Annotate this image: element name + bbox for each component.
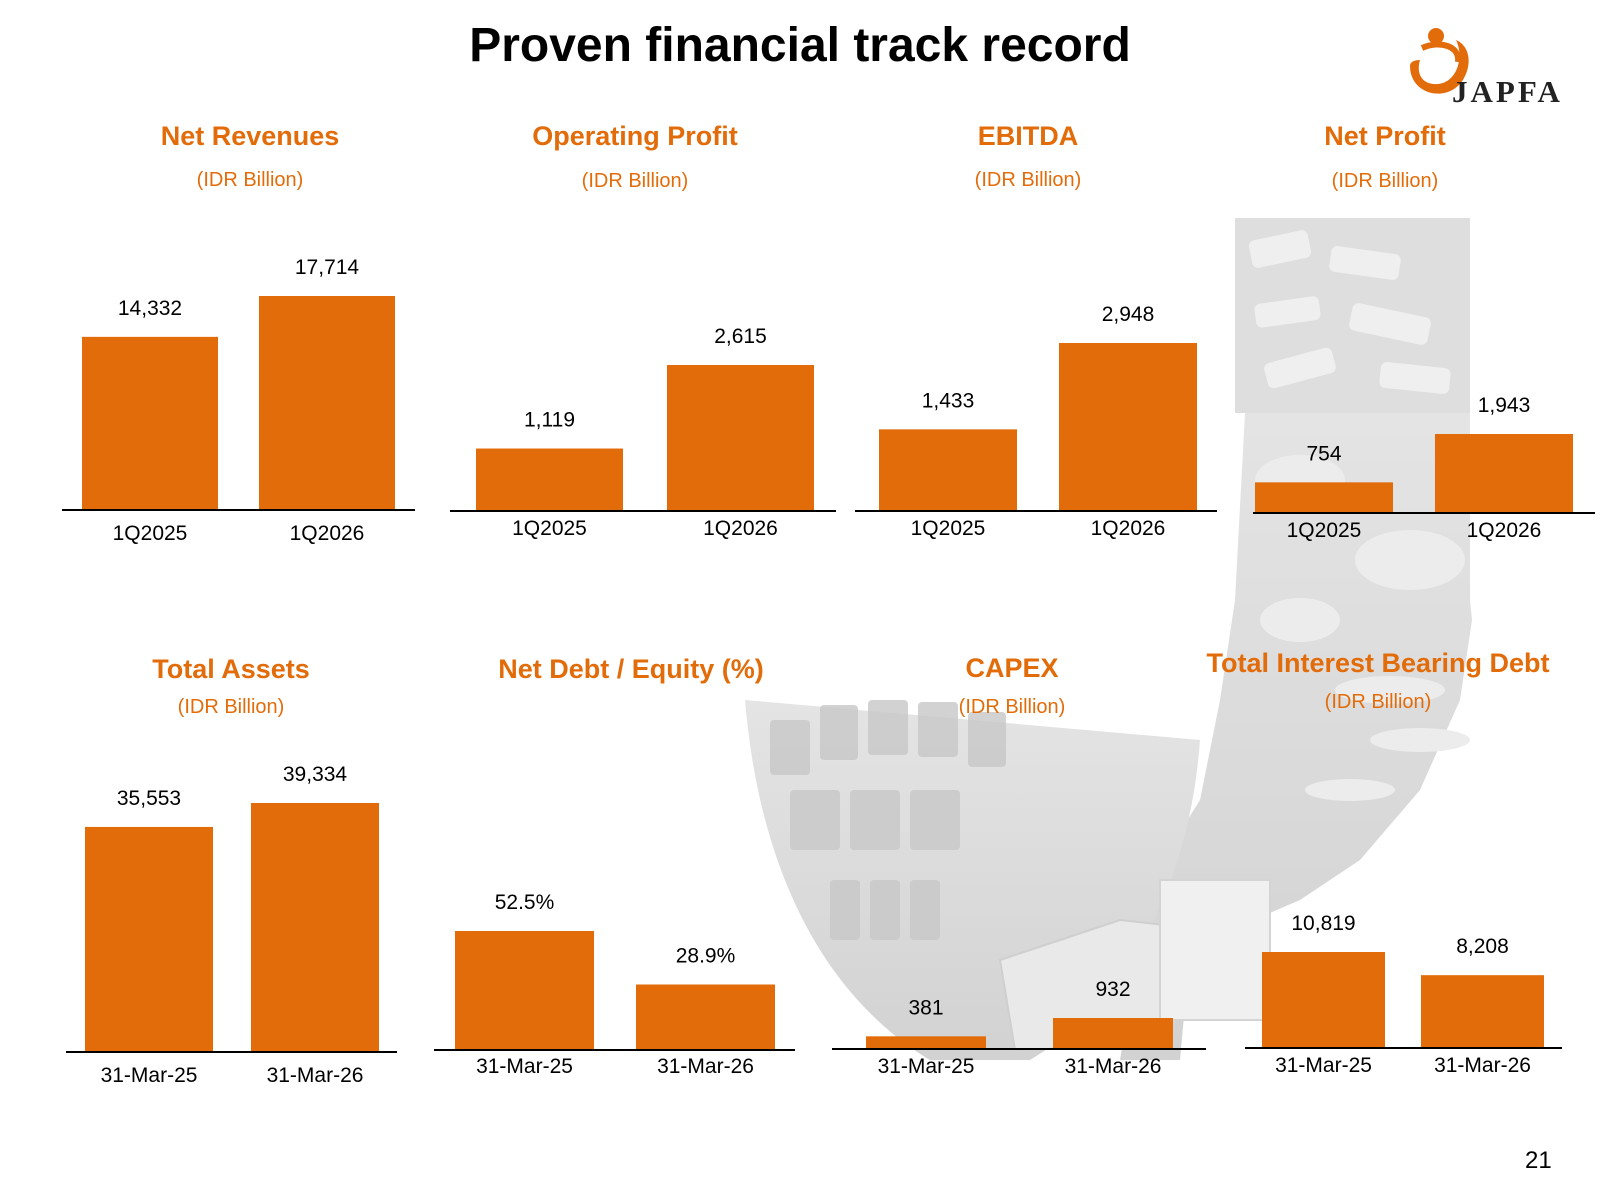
operating-profit-tick-label-1: 1Q2025 [512,517,587,540]
capex-bar-1 [866,1036,986,1049]
net-profit-tick-label-2: 1Q2026 [1467,519,1542,542]
capex-tick-label-2: 31-Mar-26 [1065,1055,1162,1078]
net-profit-bar-1 [1255,482,1393,513]
total-interest-bearing-debt-bar-1 [1262,952,1385,1048]
net-debt-equity-data-label-1: 52.5% [495,891,555,914]
total-interest-bearing-debt-chart-subtitle: (IDR Billion) [1325,691,1432,713]
net-profit-bar-2 [1435,434,1573,513]
capex-tick-label-1: 31-Mar-25 [878,1055,975,1078]
net-profit-chart-subtitle: (IDR Billion) [1332,170,1439,192]
total-assets-bar-2 [251,803,379,1052]
net-revenues-chart-subtitle: (IDR Billion) [197,169,304,191]
net-revenues-bar-1 [82,336,218,510]
capex-data-label-1: 381 [908,996,943,1019]
capex-data-label-2: 932 [1095,978,1130,1001]
page-number: 21 [1525,1147,1552,1174]
net-profit-chart-title: Net Profit [1324,121,1446,151]
ebitda-tick-label-1: 1Q2025 [911,517,986,540]
net-profit-data-label-1: 754 [1306,442,1341,465]
ebitda-tick-label-2: 1Q2026 [1091,517,1166,540]
total-assets-tick-label-1: 31-Mar-25 [101,1064,198,1087]
net-debt-equity-data-label-2: 28.9% [676,944,736,967]
operating-profit-bar-2 [667,365,814,511]
ebitda-bar-1 [879,429,1017,511]
ebitda-bar-2 [1059,343,1197,511]
total-assets-bar-1 [85,826,213,1052]
total-interest-bearing-debt-chart-title: Total Interest Bearing Debt [1206,648,1549,678]
operating-profit-chart-subtitle: (IDR Billion) [582,170,689,192]
net-debt-equity-bar-1 [455,931,594,1050]
ebitda-chart-title: EBITDA [978,121,1079,151]
total-assets-tick-label-2: 31-Mar-26 [267,1064,364,1087]
operating-profit-bar-1 [476,448,623,511]
net-revenues-data-label-2: 17,714 [295,256,360,279]
net-debt-equity-tick-label-1: 31-Mar-25 [476,1055,573,1078]
net-revenues-data-label-1: 14,332 [118,297,182,320]
capex-bar-2 [1053,1018,1173,1049]
net-revenues-tick-label-2: 1Q2026 [290,522,365,545]
ebitda-data-label-1: 1,433 [922,389,975,412]
page-title: Proven financial track record [469,19,1131,72]
net-revenues-bar-2 [259,296,395,510]
operating-profit-data-label-2: 2,615 [714,325,767,348]
capex-chart-subtitle: (IDR Billion) [959,696,1066,718]
total-interest-bearing-debt-tick-label-1: 31-Mar-25 [1275,1054,1372,1077]
net-revenues-tick-label-1: 1Q2025 [113,522,188,545]
total-assets-chart-subtitle: (IDR Billion) [178,696,285,718]
japfa-logo-icon [1410,28,1469,94]
total-interest-bearing-debt-data-label-1: 10,819 [1291,912,1355,935]
ebitda-data-label-2: 2,948 [1102,303,1155,326]
net-debt-equity-chart-title: Net Debt / Equity (%) [498,654,764,684]
total-interest-bearing-debt-bar-2 [1421,975,1544,1048]
net-debt-equity-tick-label-2: 31-Mar-26 [657,1055,754,1078]
operating-profit-data-label-1: 1,119 [524,409,575,432]
net-profit-tick-label-1: 1Q2025 [1287,519,1362,542]
net-debt-equity-bar-2 [636,984,775,1050]
net-profit-data-label-2: 1,943 [1478,394,1531,417]
total-assets-data-label-2: 39,334 [283,763,348,786]
total-interest-bearing-debt-tick-label-2: 31-Mar-26 [1434,1054,1531,1077]
operating-profit-tick-label-2: 1Q2026 [703,517,778,540]
total-interest-bearing-debt-data-label-2: 8,208 [1456,935,1509,958]
operating-profit-chart-title: Operating Profit [532,121,738,151]
truck-photo [998,879,1271,1052]
total-assets-data-label-1: 35,553 [117,787,181,810]
capex-chart-title: CAPEX [965,653,1058,683]
total-assets-chart-title: Total Assets [152,654,310,684]
net-revenues-chart-title: Net Revenues [161,121,340,151]
logo-text: JAPFA [1452,74,1563,109]
ebitda-chart-subtitle: (IDR Billion) [975,169,1082,191]
